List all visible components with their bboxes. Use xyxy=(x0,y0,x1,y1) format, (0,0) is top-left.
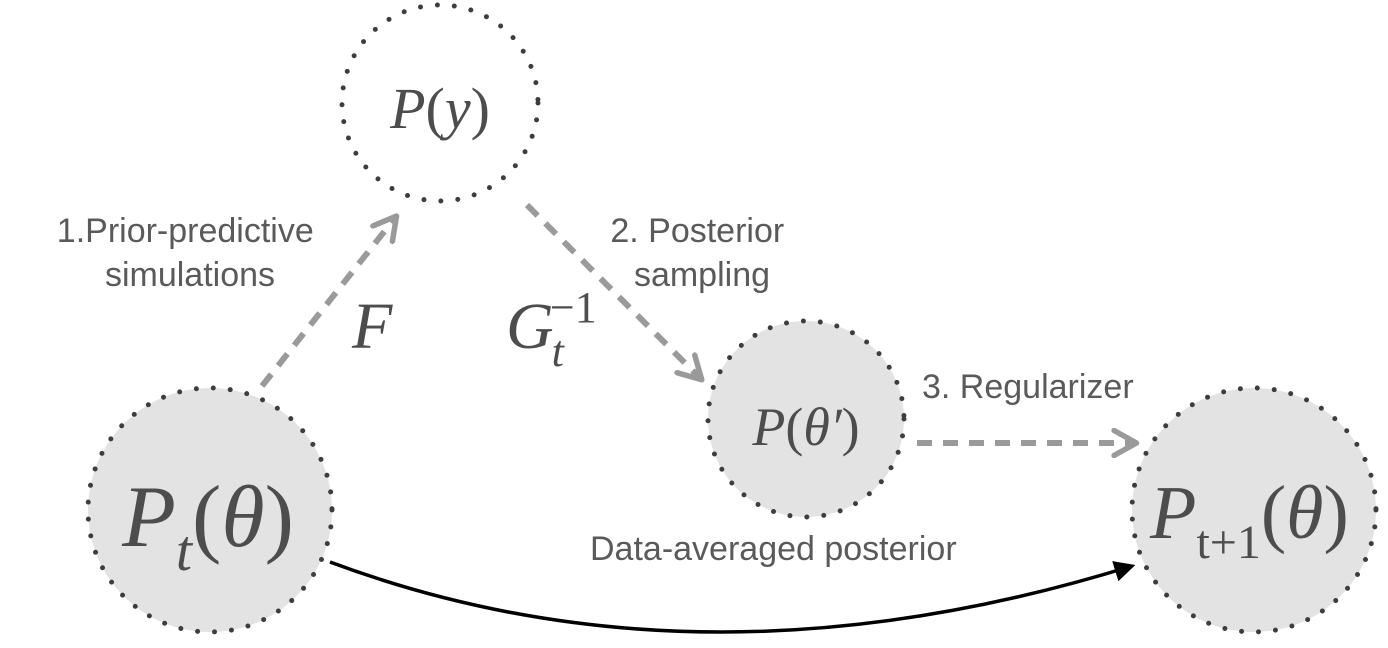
prior-predictive-label: P(y) xyxy=(389,76,490,141)
posterior-step-label: 2. Posterior sampling xyxy=(610,212,793,294)
current-prior-label: Pt(θ) xyxy=(121,469,294,583)
iteration-update-arrow xyxy=(329,560,1136,634)
data-averaged-posterior-node xyxy=(705,318,907,520)
current-prior-node xyxy=(85,385,335,635)
data-averaged-posterior-label: P(θ′) xyxy=(751,397,859,457)
regularizer-step-label: 3. Regularizer xyxy=(922,368,1134,406)
inverse-operator-label: Gt−1 xyxy=(506,283,597,376)
data-averaged-posterior-caption: Data-averaged posterior xyxy=(590,530,957,568)
posterior-sampling-arrow xyxy=(524,202,700,378)
next-prior-node xyxy=(1129,385,1379,635)
forward-operator-label: F xyxy=(351,290,393,363)
prior-predictive-node xyxy=(339,2,541,204)
next-prior-label: Pt+1(θ) xyxy=(1149,471,1349,569)
forward-simulation-arrow xyxy=(259,218,395,388)
forward-step-label: 1.Prior-predictive simulations xyxy=(57,212,323,294)
